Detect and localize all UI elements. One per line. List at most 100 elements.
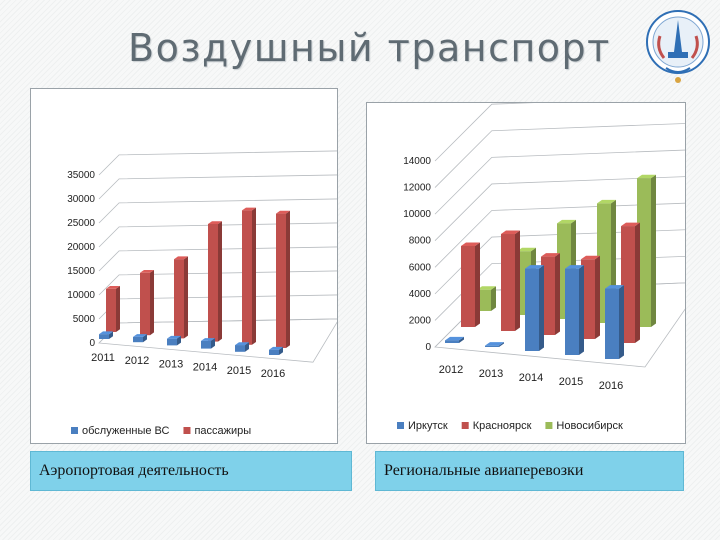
bar [167, 335, 181, 346]
bar-front [485, 345, 499, 347]
bar-top [557, 219, 576, 224]
gridline [434, 148, 704, 215]
bar-front [167, 338, 177, 346]
gridline [98, 270, 340, 296]
bar-side [143, 334, 147, 343]
bar-front [276, 213, 286, 348]
legend-label: обслуженные ВС [82, 425, 170, 437]
bar-front [133, 336, 143, 343]
bar-top [201, 338, 215, 341]
bar-side [539, 265, 544, 351]
bar-front [477, 289, 491, 311]
bar-side [555, 253, 560, 335]
bar [242, 207, 256, 345]
bar-front [525, 268, 539, 351]
bar-top [133, 334, 147, 337]
bar-top [276, 210, 290, 214]
bar-top [174, 256, 188, 260]
bar-side [211, 338, 215, 349]
bar-front [235, 345, 245, 352]
bar-top [106, 286, 120, 289]
bar-side [116, 286, 120, 332]
bar-top [461, 242, 480, 246]
bar [621, 222, 640, 343]
y-tick-label: 10000 [403, 209, 431, 220]
caption-regional-flights: Региональные авиаперевозки [375, 451, 684, 491]
bar [235, 342, 249, 352]
gridline [98, 222, 340, 248]
bar-side [286, 210, 290, 348]
y-tick-label: 10000 [67, 290, 95, 301]
x-tick-label: 2015 [559, 376, 583, 388]
bar-top [445, 336, 464, 341]
bar-side [252, 207, 256, 345]
x-tick-label: 2012 [439, 364, 463, 376]
y-tick-label: 5000 [73, 314, 96, 325]
bar-top [235, 342, 249, 346]
bar [174, 256, 188, 339]
bar-side [515, 230, 520, 331]
bar-top [167, 335, 181, 339]
y-tick-label: 0 [425, 342, 431, 353]
bar [501, 230, 520, 331]
bar [99, 331, 113, 339]
bar [525, 265, 544, 351]
bar-top [208, 221, 222, 224]
gridline [434, 175, 704, 241]
legend-swatch [545, 422, 553, 429]
bar-top [242, 207, 256, 211]
page-title: Воздушный транспорт [128, 26, 611, 70]
airport-activity-chart-svg: 0 5000 10000 15000 20000 25000 30000 35000 2011 2… [67, 150, 340, 437]
y-tick-label: 30000 [67, 194, 95, 205]
bar [106, 286, 120, 332]
legend-swatch [461, 422, 469, 429]
bar-top [565, 265, 584, 269]
bar-side [491, 286, 496, 311]
gridline [434, 202, 704, 268]
bar [140, 270, 154, 336]
bar-side [635, 222, 640, 343]
university-emblem-icon [642, 6, 714, 88]
bar-top [501, 230, 520, 235]
bar [445, 336, 464, 343]
bar-side [579, 265, 584, 355]
bar [541, 253, 560, 335]
y-tick-label: 8000 [409, 236, 432, 247]
x-tick-label: 2012 [125, 355, 149, 367]
y-tick-label: 20000 [67, 242, 95, 253]
bar [477, 286, 496, 311]
x-tick-label: 2014 [193, 362, 217, 374]
bar-front [201, 340, 211, 349]
x-tick-label: 2013 [159, 358, 183, 370]
gridline [98, 246, 340, 272]
bar-front [501, 234, 515, 331]
bar-front [445, 340, 459, 343]
x-tick-label: 2015 [227, 365, 251, 377]
bar-front [541, 256, 555, 335]
bar-front [605, 288, 619, 359]
legend-swatch [397, 422, 404, 429]
x-tick-label: 2016 [599, 380, 623, 392]
bar-front [208, 224, 218, 342]
y-tick-label: 0 [89, 338, 95, 349]
bar-side [595, 255, 600, 339]
bar [208, 221, 222, 342]
caption-airport-activity: Аэропортовая деятельность [30, 451, 352, 491]
bar-side [177, 335, 181, 346]
regional-flights-chart-svg: 0 2000 4000 6000 8000 10000 12000 14000 2012 2013… [397, 95, 705, 432]
bar [605, 285, 624, 359]
y-tick-label: 4000 [409, 289, 432, 300]
bar [201, 338, 215, 349]
bar-side [184, 256, 188, 339]
x-tick-label: 2016 [261, 368, 285, 380]
y-tick-label: 12000 [403, 183, 431, 194]
gridline [98, 198, 340, 224]
bar-front [461, 245, 475, 327]
airport-activity-chart: 0 5000 10000 15000 20000 25000 30000 35000 2011 2… [30, 88, 340, 444]
bar-top [605, 285, 624, 289]
bar-top [140, 270, 154, 273]
bar-front [106, 288, 116, 332]
y-tick-label: 15000 [67, 266, 95, 277]
bar-top [541, 253, 560, 257]
gridline [434, 122, 704, 188]
